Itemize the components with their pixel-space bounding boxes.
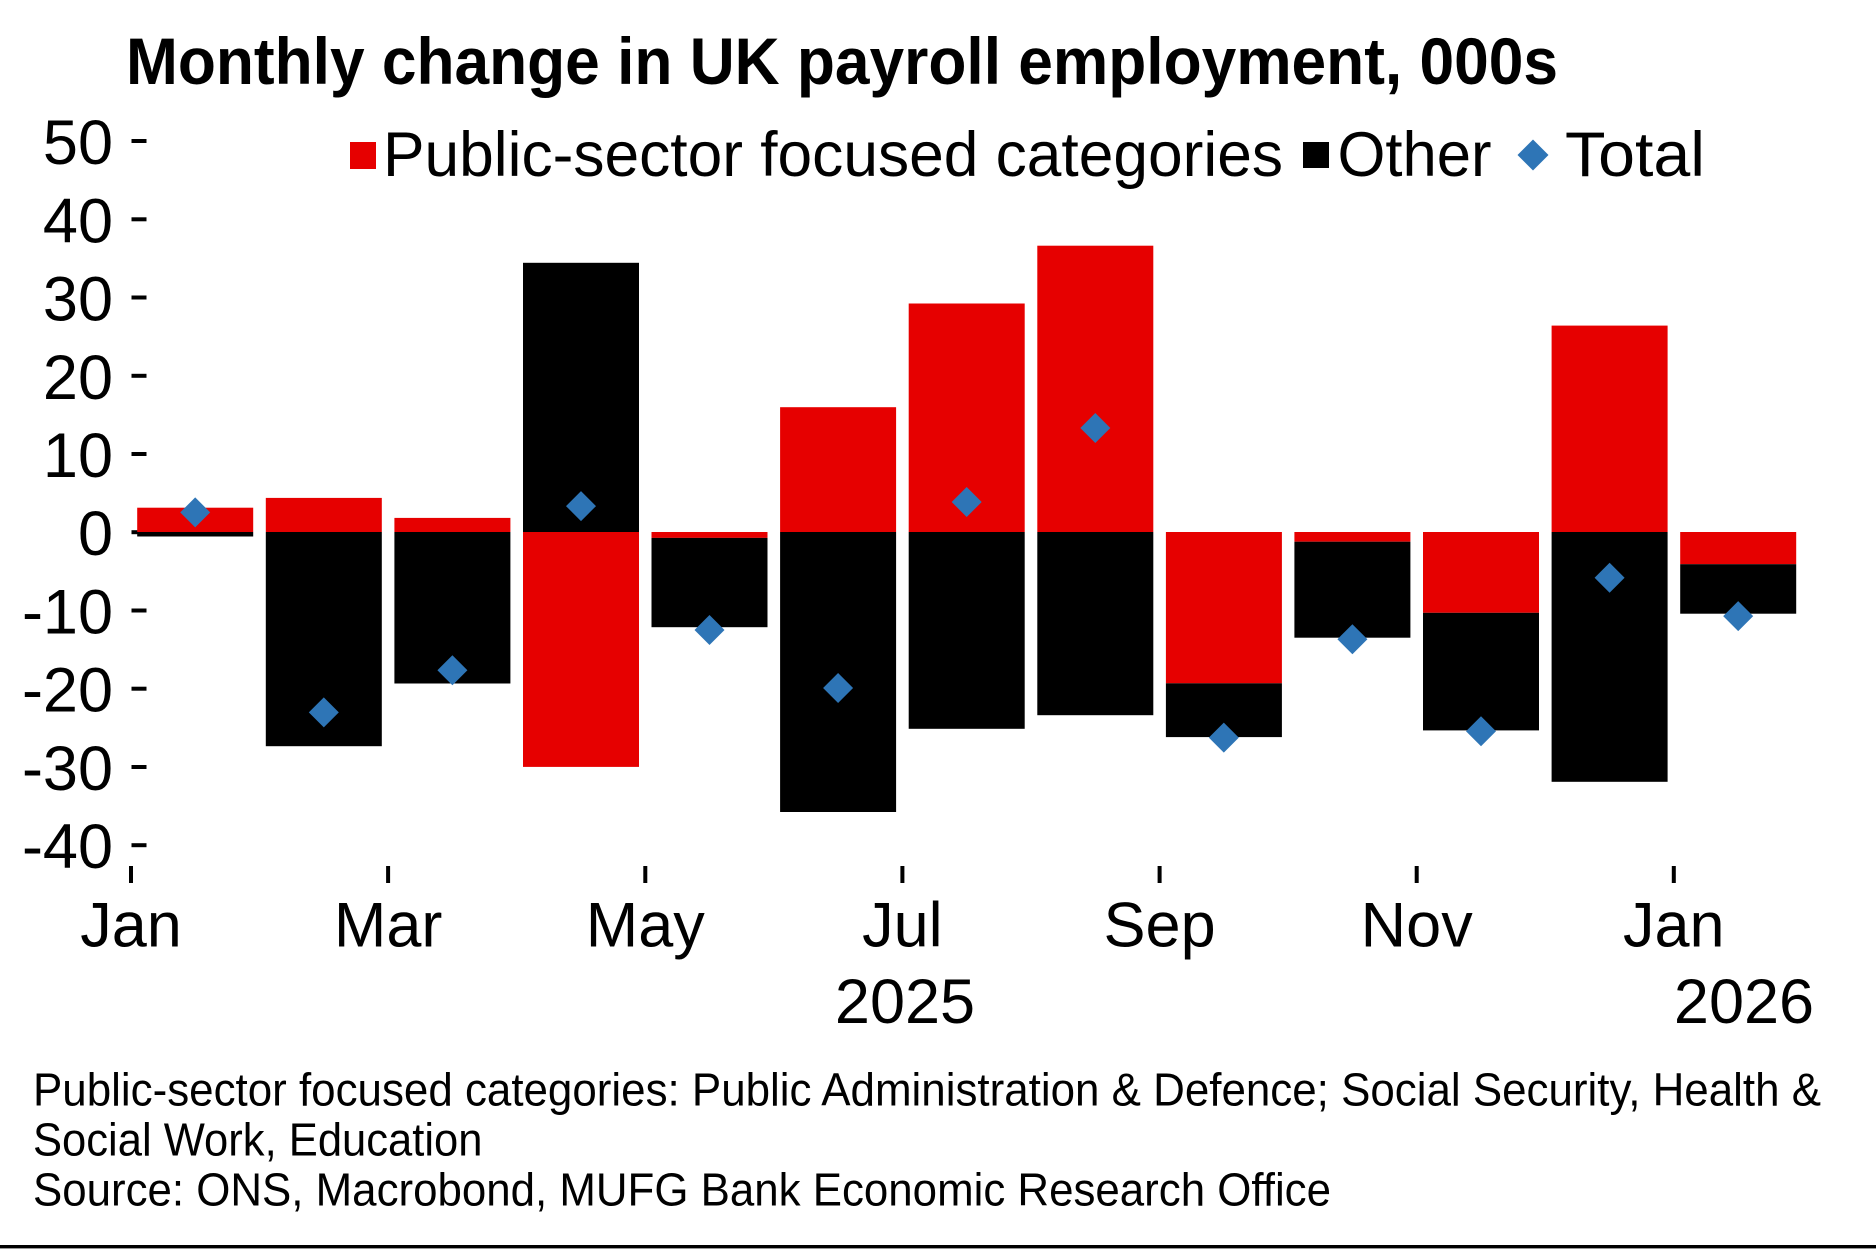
svg-text:-10: -10 <box>22 578 113 648</box>
svg-text:50: 50 <box>43 108 113 178</box>
svg-text:Total: Total <box>1565 120 1705 190</box>
svg-text:Jan: Jan <box>80 890 182 960</box>
svg-text:Source: ONS, Macrobond, MUFG B: Source: ONS, Macrobond, MUFG Bank Econom… <box>33 1164 1331 1216</box>
svg-text:0: 0 <box>78 499 113 569</box>
svg-text:20: 20 <box>43 343 113 413</box>
svg-text:30: 30 <box>43 265 113 335</box>
svg-text:Public-sector focused categori: Public-sector focused categories: Public… <box>33 1064 1821 1116</box>
svg-text:Jul: Jul <box>862 890 943 960</box>
svg-text:Jan: Jan <box>1623 890 1725 960</box>
svg-text:-40: -40 <box>22 812 113 882</box>
svg-text:Other: Other <box>1338 120 1492 190</box>
svg-text:-30: -30 <box>22 734 113 804</box>
svg-text:Monthly change in UK payroll e: Monthly change in UK payroll employment,… <box>126 24 1558 98</box>
svg-text:Mar: Mar <box>334 890 443 960</box>
svg-text:Social Work, Education: Social Work, Education <box>33 1114 483 1166</box>
svg-text:Sep: Sep <box>1104 890 1216 960</box>
svg-text:-20: -20 <box>22 656 113 726</box>
svg-text:2026: 2026 <box>1674 967 1814 1037</box>
svg-text:May: May <box>586 890 706 960</box>
svg-text:40: 40 <box>43 186 113 256</box>
svg-text:Nov: Nov <box>1361 890 1474 960</box>
svg-text:Public-sector focused categori: Public-sector focused categories <box>383 120 1283 190</box>
svg-text:10: 10 <box>43 421 113 491</box>
svg-text:2025: 2025 <box>835 967 975 1037</box>
